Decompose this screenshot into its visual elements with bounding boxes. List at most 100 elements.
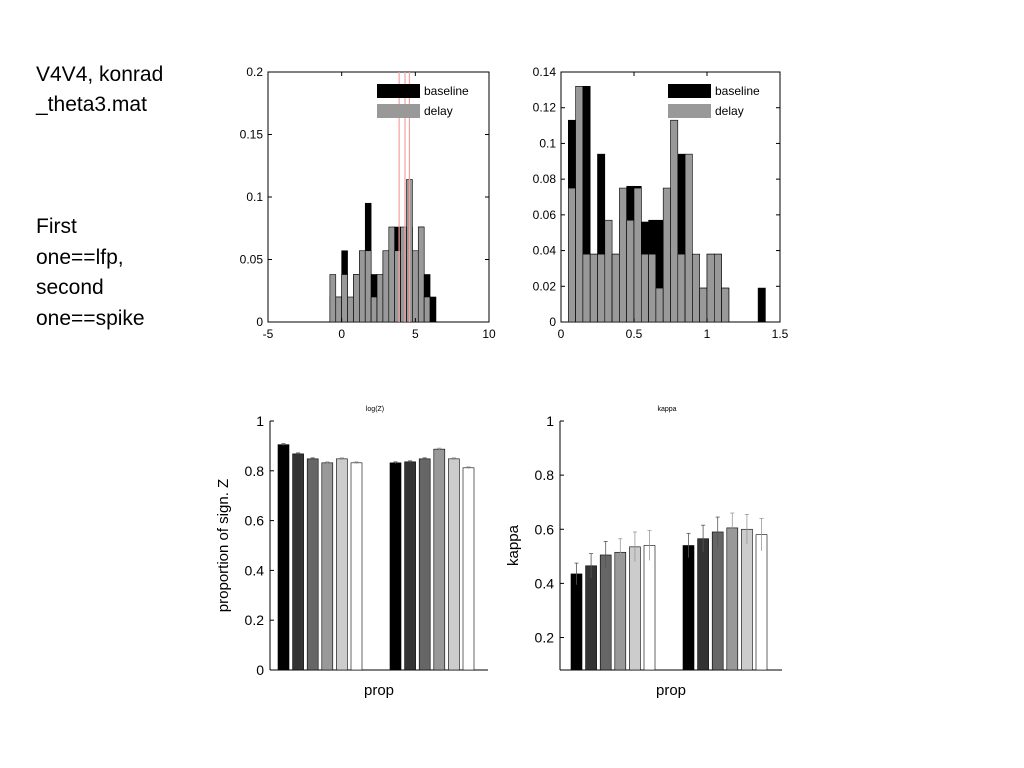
delay-bar bbox=[370, 296, 378, 323]
x-axis-label: prop bbox=[656, 682, 686, 699]
bar bbox=[418, 458, 431, 671]
grouped-bar-chart-3: 0 0.2 0.4 0.6 0.8 1 log(Z) prop proportion of si… bbox=[215, 406, 488, 699]
y-axis-label: proportion of sign. Z bbox=[215, 479, 232, 612]
y-tick-label: 0.4 bbox=[535, 575, 555, 591]
delay-bar bbox=[619, 187, 628, 323]
delay-bar bbox=[353, 274, 360, 323]
y-tick-label: 0.6 bbox=[245, 513, 265, 529]
histogram-2: 0 0.02 0.04 0.06 0.08 0.1 0.12 0.14 0 0.5 1 1.5 base… bbox=[533, 65, 789, 341]
delay-bar bbox=[388, 226, 396, 323]
delay-bar bbox=[382, 250, 390, 323]
error-bar bbox=[701, 524, 706, 553]
delay-bar bbox=[699, 287, 708, 323]
x-axis-label: prop bbox=[364, 682, 394, 699]
error-bar bbox=[574, 562, 579, 585]
slide-title: V4V4, konrad _theta3.mat bbox=[36, 60, 163, 120]
slide-note-line-3: second bbox=[36, 276, 104, 299]
x-tick-label: 0 bbox=[558, 327, 565, 341]
x-tick-label: -5 bbox=[263, 327, 274, 341]
error-bar bbox=[310, 457, 315, 460]
delay-bar bbox=[567, 187, 576, 323]
y-tick-label: 0.04 bbox=[533, 244, 557, 258]
error-bar bbox=[618, 538, 623, 566]
y-tick-label: 0.12 bbox=[533, 101, 557, 115]
y-tick-label: 0.2 bbox=[245, 612, 265, 628]
y-tick-label: 0.1 bbox=[246, 190, 263, 204]
x-tick-label: 0.5 bbox=[626, 327, 643, 341]
bar bbox=[462, 467, 475, 671]
x-tick-label: 1 bbox=[704, 327, 711, 341]
slide-note-line-4: one==spike bbox=[36, 306, 145, 330]
baseline-bar bbox=[429, 296, 437, 323]
x-tick-label: 0 bbox=[338, 327, 345, 341]
y-tick-label: 0.06 bbox=[533, 208, 557, 222]
bar bbox=[726, 527, 739, 671]
bar bbox=[741, 528, 753, 671]
legend-swatch-baseline bbox=[377, 84, 420, 98]
delay-bar bbox=[359, 250, 366, 323]
delay-bar bbox=[329, 274, 337, 323]
y-tick-label: 0 bbox=[256, 662, 264, 678]
bar bbox=[755, 534, 768, 671]
delay-bar bbox=[721, 287, 730, 323]
legend-label-baseline: baseline bbox=[424, 84, 469, 98]
error-bar bbox=[296, 452, 301, 455]
slide-note-line-2: one==lfp, bbox=[36, 245, 124, 269]
y-tick-label: 1 bbox=[256, 413, 264, 429]
bar bbox=[599, 554, 612, 671]
error-bar bbox=[408, 460, 413, 463]
bar bbox=[350, 462, 363, 671]
delay-bar bbox=[640, 253, 649, 323]
error-bar bbox=[325, 461, 330, 464]
grouped-bar-chart-4: 0.2 0.4 0.6 0.8 1 kappa prop kappa bbox=[505, 406, 782, 699]
baseline-bar bbox=[757, 287, 766, 323]
bar bbox=[389, 462, 402, 671]
slide-title-line-1: V4V4, konrad bbox=[36, 63, 164, 86]
error-bar bbox=[281, 443, 286, 446]
y-tick-label: 0.08 bbox=[533, 172, 557, 186]
y-tick-label: 0.2 bbox=[535, 630, 555, 646]
delay-bar bbox=[655, 287, 664, 323]
delay-bar bbox=[335, 296, 342, 323]
delay-bar bbox=[633, 187, 642, 323]
delay-bar bbox=[684, 153, 693, 323]
legend-swatch-delay bbox=[668, 104, 711, 118]
y-tick-label: 0.15 bbox=[240, 128, 264, 142]
y-tick-label: 0.6 bbox=[535, 521, 555, 537]
y-tick-label: 0 bbox=[549, 315, 556, 329]
error-bar bbox=[437, 447, 442, 451]
delay-bar bbox=[347, 296, 354, 323]
chart-title: kappa bbox=[657, 406, 676, 413]
legend-label-delay: delay bbox=[424, 104, 453, 118]
legend-swatch-delay bbox=[377, 104, 420, 118]
delay-bar bbox=[589, 253, 598, 323]
bar bbox=[614, 551, 627, 671]
y-tick-label: 0.4 bbox=[245, 562, 265, 578]
y-tick-label: 0.2 bbox=[246, 65, 263, 79]
error-bar bbox=[632, 531, 637, 562]
delay-bar bbox=[648, 253, 657, 323]
delay-bar bbox=[417, 226, 425, 323]
error-bar bbox=[715, 516, 720, 547]
error-bar bbox=[686, 532, 691, 558]
bar bbox=[404, 461, 416, 671]
bar bbox=[292, 453, 304, 671]
error-bar bbox=[354, 461, 359, 464]
delay-bar bbox=[376, 274, 384, 323]
y-axis-label: kappa bbox=[505, 524, 522, 566]
bar bbox=[643, 545, 656, 671]
y-tick-label: 0.8 bbox=[245, 463, 265, 479]
x-tick-label: 10 bbox=[482, 327, 496, 341]
bar bbox=[697, 538, 709, 671]
delay-bar bbox=[626, 219, 635, 323]
y-tick-label: 0.1 bbox=[539, 136, 556, 150]
delay-bar bbox=[597, 253, 606, 323]
bar bbox=[277, 444, 290, 671]
delay-bar bbox=[575, 85, 584, 323]
legend-swatch-baseline bbox=[668, 84, 711, 98]
slide-note: First one==lfp, second one==spike bbox=[36, 212, 145, 334]
bar bbox=[321, 462, 334, 671]
delay-bar bbox=[364, 250, 372, 323]
delay-bar bbox=[611, 253, 620, 323]
